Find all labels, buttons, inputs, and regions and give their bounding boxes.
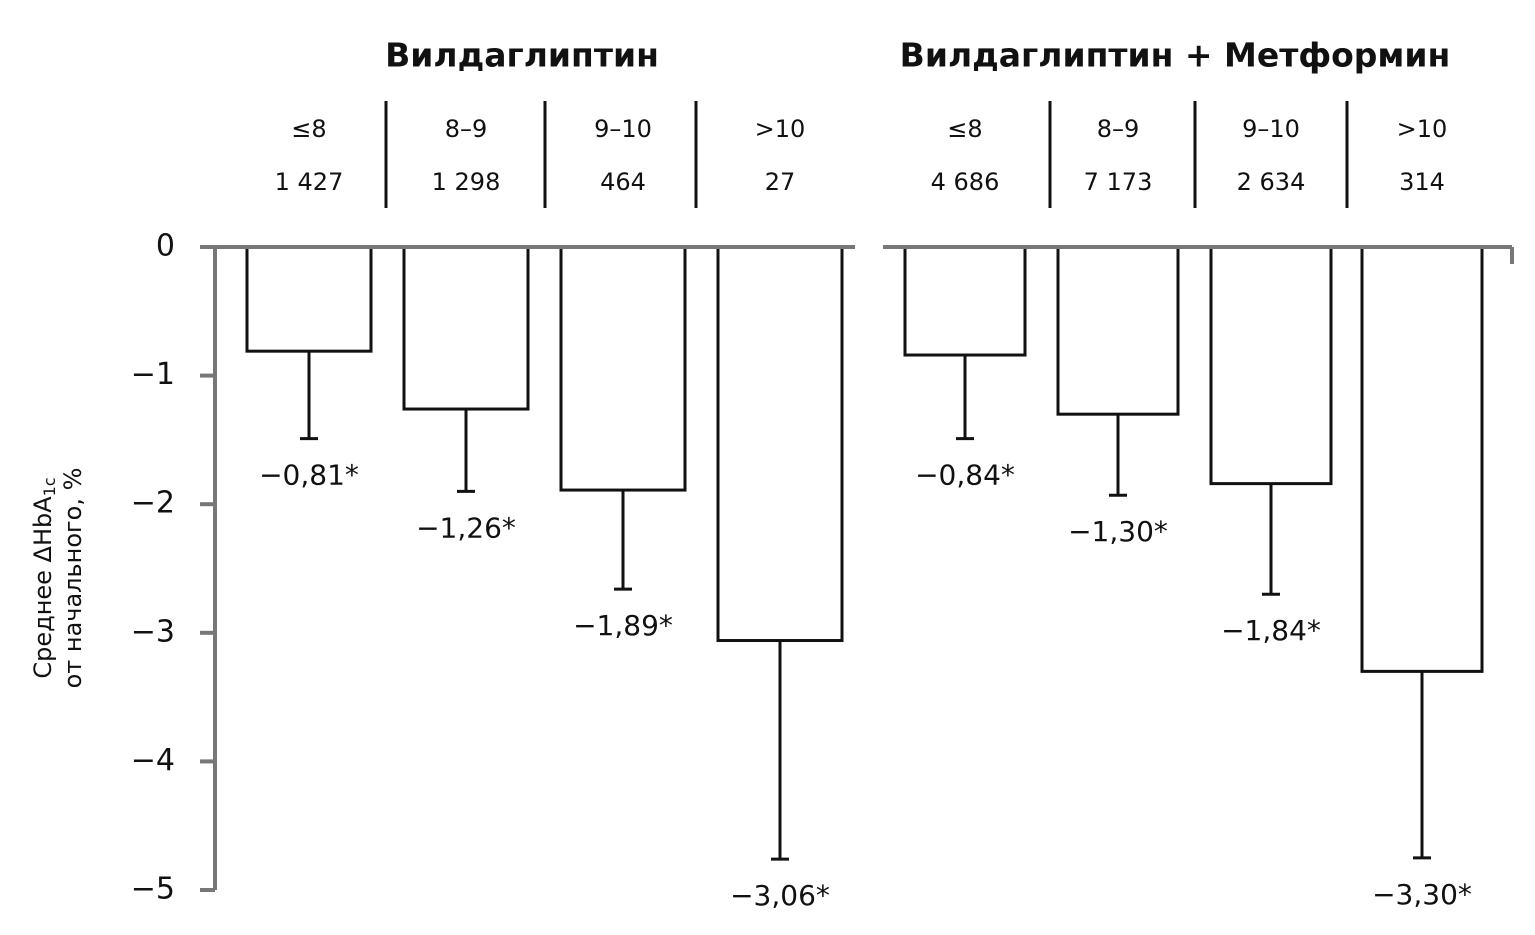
bar	[245, 245, 373, 353]
panel-title: Вилдаглиптин	[385, 36, 659, 75]
value-label: −1,26*	[416, 511, 516, 544]
category-label: >10	[1397, 115, 1448, 143]
category-label: ≤8	[947, 115, 982, 143]
bar	[1209, 245, 1333, 486]
value-label: −0,84*	[915, 459, 1015, 492]
y-tick-label: −3	[131, 614, 175, 649]
category-label: ≤8	[291, 115, 326, 143]
n-label: 1 298	[432, 168, 501, 196]
value-label: −0,81*	[259, 459, 359, 492]
y-tick-label: −4	[131, 743, 175, 778]
bar	[1360, 245, 1484, 673]
value-label: −3,30*	[1372, 878, 1472, 911]
n-label: 2 634	[1237, 168, 1306, 196]
value-label: −1,30*	[1068, 515, 1168, 548]
bar	[402, 245, 530, 411]
category-label: >10	[755, 115, 806, 143]
y-axis-label-part: Среднее ΔHbA	[29, 496, 57, 679]
category-label: 9–10	[1242, 115, 1300, 143]
n-label: 4 686	[931, 168, 1000, 196]
y-axis-label: от начального, %	[59, 468, 87, 689]
y-tick-label: 0	[156, 229, 175, 264]
category-label: 8–9	[1097, 115, 1140, 143]
y-axis-label-subscript: 1c	[40, 477, 59, 496]
y-tick-label: −2	[131, 486, 175, 521]
n-label: 1 427	[275, 168, 344, 196]
category-label: 9–10	[594, 115, 652, 143]
panel-title: Вилдаглиптин + Метформин	[900, 36, 1451, 75]
value-label: −1,84*	[1221, 614, 1321, 647]
bar	[1056, 245, 1180, 416]
y-tick-label: −5	[131, 872, 175, 907]
n-label: 27	[765, 168, 796, 196]
y-tick-label: −1	[131, 357, 175, 392]
bar	[716, 245, 844, 643]
bar	[559, 245, 687, 492]
value-label: −1,89*	[573, 609, 673, 642]
y-axis-label: Среднее ΔHbA1c	[29, 477, 59, 678]
value-label: −3,06*	[730, 879, 830, 912]
category-label: 8–9	[445, 115, 488, 143]
n-label: 7 173	[1084, 168, 1153, 196]
n-label: 464	[600, 168, 646, 196]
bar	[903, 245, 1027, 357]
n-label: 314	[1399, 168, 1445, 196]
